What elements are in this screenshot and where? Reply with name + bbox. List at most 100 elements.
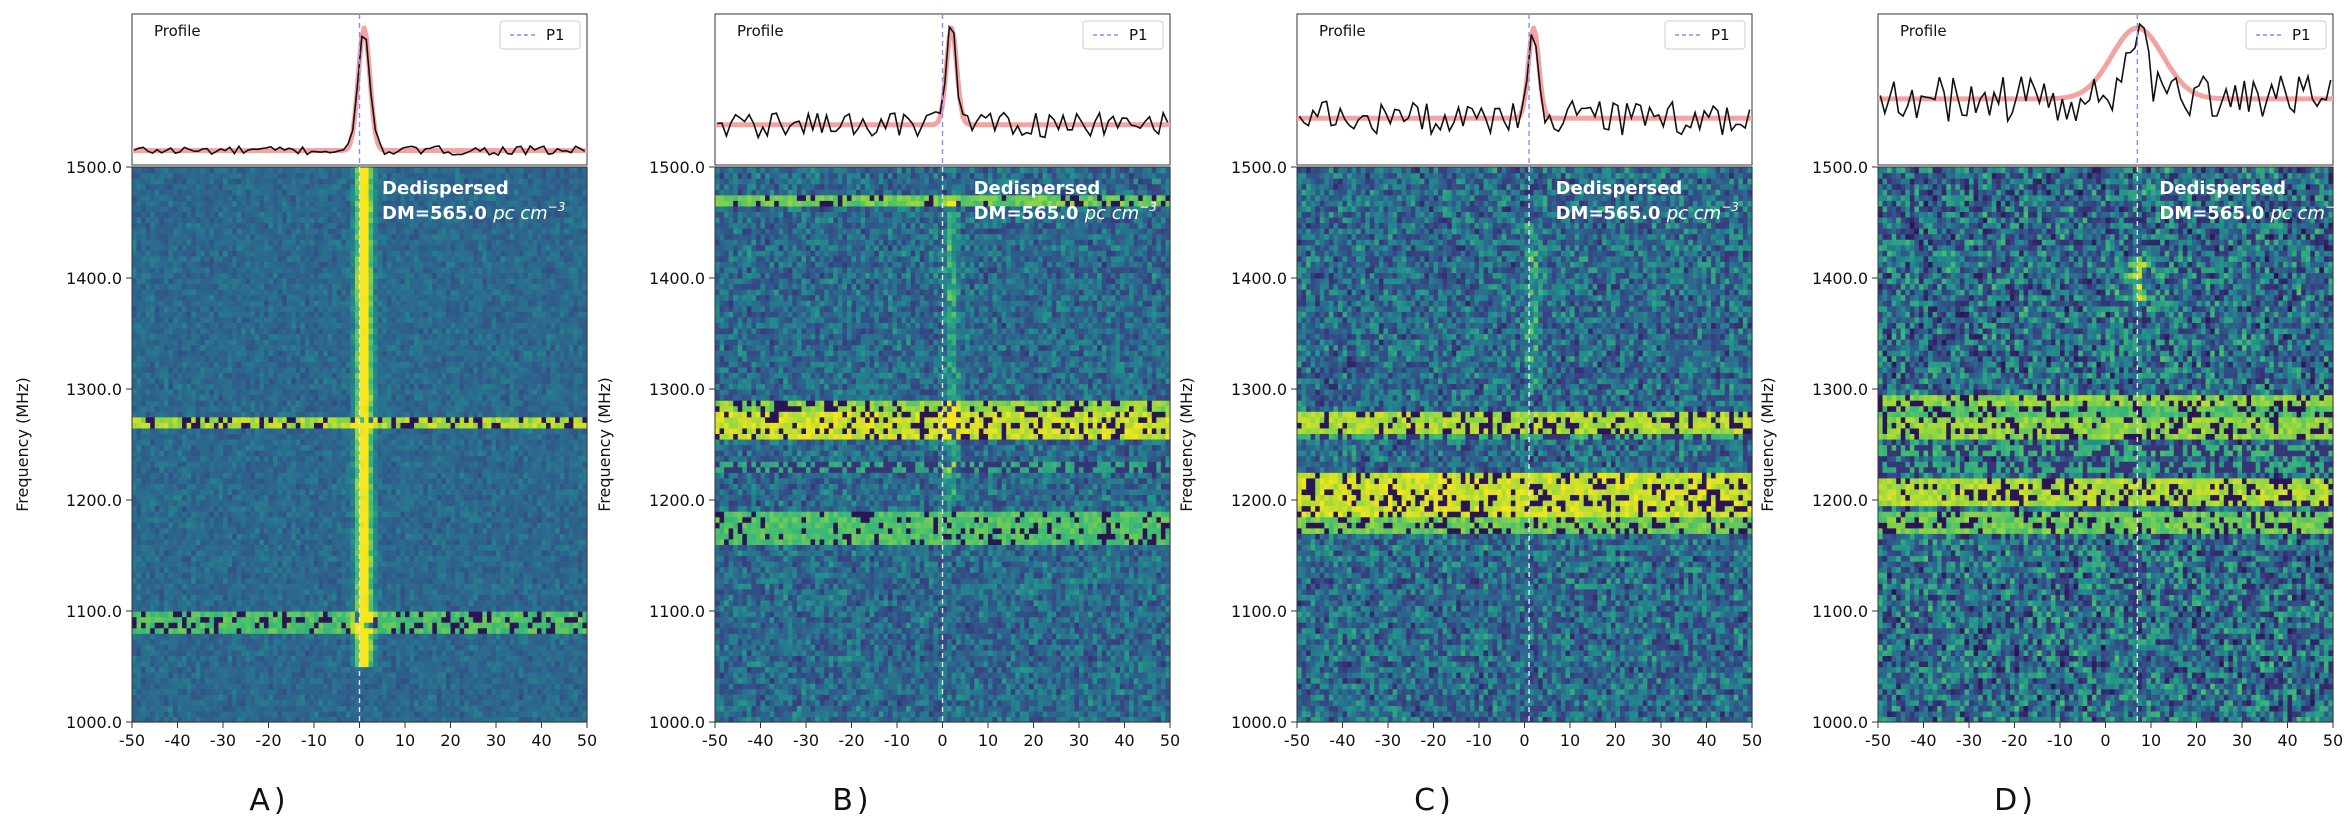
heatmap-cell [491, 672, 496, 678]
heatmap-cell [478, 694, 483, 700]
heatmap-cell [360, 694, 365, 700]
heatmap-cell [228, 700, 233, 706]
heatmap-cell [414, 705, 419, 711]
heatmap-cell [314, 705, 319, 711]
heatmap-cell [469, 689, 474, 695]
heatmap-cell [414, 711, 419, 717]
heatmap-cell [419, 694, 424, 700]
heatmap-cell [564, 678, 569, 684]
heatmap-cell [196, 711, 201, 717]
heatmap-cell [546, 705, 551, 711]
heatmap-cell [455, 678, 460, 684]
heatmap-cell [469, 678, 474, 684]
heatmap-cell [341, 711, 346, 717]
heatmap-cell [391, 689, 396, 695]
heatmap-cell [341, 689, 346, 695]
heatmap-cell [278, 678, 283, 684]
heatmap-cell [478, 672, 483, 678]
heatmap-cell [496, 694, 501, 700]
heatmap-cell [168, 694, 173, 700]
heatmap-cell [200, 689, 205, 695]
heatmap-cell [164, 678, 169, 684]
heatmap-cell [551, 705, 556, 711]
heatmap-cell [314, 689, 319, 695]
heatmap-cell [300, 683, 305, 689]
heatmap-cell [482, 711, 487, 717]
heatmap-cell [205, 694, 210, 700]
heatmap-cell [328, 705, 333, 711]
heatmap-cell [501, 683, 506, 689]
heatmap-cell [564, 683, 569, 689]
heatmap-cell [137, 683, 142, 689]
heatmap-cell [405, 678, 410, 684]
heatmap-cell [387, 672, 392, 678]
heatmap-cell [405, 700, 410, 706]
heatmap-cell [473, 694, 478, 700]
heatmap-cell [451, 678, 456, 684]
heatmap-cell [187, 700, 192, 706]
heatmap-cell [255, 678, 260, 684]
heatmap-cell [478, 689, 483, 695]
heatmap-cell [501, 711, 506, 717]
heatmap-cell [228, 705, 233, 711]
heatmap-cell [391, 700, 396, 706]
heatmap-cell [237, 689, 242, 695]
heatmap-cell [573, 711, 578, 717]
heatmap-cell [319, 711, 324, 717]
heatmap-cell [150, 711, 155, 717]
heatmap-cell [441, 678, 446, 684]
heatmap-cell [460, 705, 465, 711]
heatmap-cell [191, 689, 196, 695]
heatmap-cell [569, 711, 574, 717]
heatmap-cell [241, 694, 246, 700]
heatmap-cell [278, 683, 283, 689]
heatmap-cell [187, 683, 192, 689]
heatmap-cell [396, 689, 401, 695]
heatmap-cell [205, 711, 210, 717]
heatmap-cell [464, 711, 469, 717]
heatmap-cell [464, 678, 469, 684]
heatmap-cell [264, 689, 269, 695]
heatmap-cell [555, 705, 560, 711]
heatmap-cell [555, 700, 560, 706]
heatmap-cell [305, 705, 310, 711]
heatmap-cell [437, 683, 442, 689]
heatmap-cell [287, 705, 292, 711]
heatmap-cell [410, 683, 415, 689]
heatmap-cell [469, 705, 474, 711]
heatmap-cell [350, 683, 355, 689]
heatmap-cell [578, 711, 583, 717]
heatmap-cell [387, 711, 392, 717]
heatmap-cell [132, 705, 137, 711]
heatmap-cell [414, 689, 419, 695]
heatmap-cell [501, 672, 506, 678]
heatmap-cell [528, 711, 533, 717]
heatmap-cell [514, 705, 519, 711]
heatmap-cell [273, 694, 278, 700]
heatmap-cell [546, 694, 551, 700]
heatmap-cell [451, 694, 456, 700]
heatmap-cell [423, 711, 428, 717]
heatmap-cell [191, 672, 196, 678]
heatmap-cell [218, 694, 223, 700]
heatmap-cell [255, 711, 260, 717]
heatmap-cell [282, 689, 287, 695]
heatmap-cell [446, 705, 451, 711]
heatmap-cell [346, 700, 351, 706]
heatmap-cell [505, 711, 510, 717]
heatmap-cell [291, 711, 296, 717]
heatmap-cell [341, 678, 346, 684]
heatmap-cell [228, 683, 233, 689]
heatmap-cell [573, 689, 578, 695]
heatmap-cell [228, 678, 233, 684]
heatmap-cell [560, 683, 565, 689]
heatmap-cell [564, 711, 569, 717]
heatmap-cell [218, 705, 223, 711]
heatmap-cell [173, 678, 178, 684]
heatmap-cell [273, 683, 278, 689]
heatmap-cell [223, 672, 228, 678]
heatmap-cell [218, 672, 223, 678]
heatmap-cell [137, 672, 142, 678]
heatmap-cell [519, 694, 524, 700]
heatmap-cell [505, 705, 510, 711]
